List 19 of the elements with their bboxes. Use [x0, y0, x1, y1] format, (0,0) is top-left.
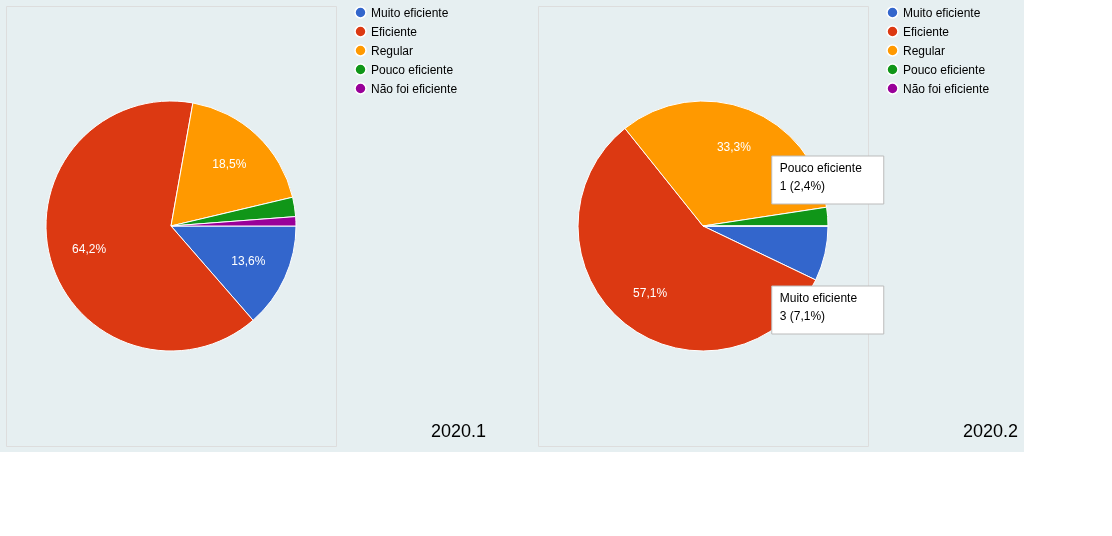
- data-label: 57,1%: [633, 285, 668, 300]
- legend-label: Pouco eficiente: [903, 62, 986, 77]
- legend-label: Regular: [903, 43, 946, 58]
- legend-label: Não foi eficiente: [371, 81, 458, 96]
- data-label: 13,6%: [231, 254, 266, 269]
- data-label: 33,3%: [716, 139, 752, 154]
- text: Pouco eficiente 1 (2,4%): [779, 161, 863, 193]
- data-label: 64,2%: [72, 241, 107, 256]
- legend-label: Muito eficiente: [371, 5, 449, 20]
- text: 2020.1: [430, 421, 486, 441]
- text: Muito eficiente 3 (7,1%): [779, 291, 858, 323]
- text: 2020.2: [962, 421, 1018, 441]
- legend-label: Eficiente: [371, 24, 418, 39]
- legend-label: Pouco eficiente: [371, 62, 454, 77]
- legend-label: Eficiente: [903, 24, 950, 39]
- legend-label: Regular: [371, 43, 414, 58]
- legend-label: Não foi eficiente: [903, 81, 990, 96]
- legend-label: Muito eficiente: [903, 5, 981, 20]
- data-label: 18,5%: [212, 157, 247, 172]
